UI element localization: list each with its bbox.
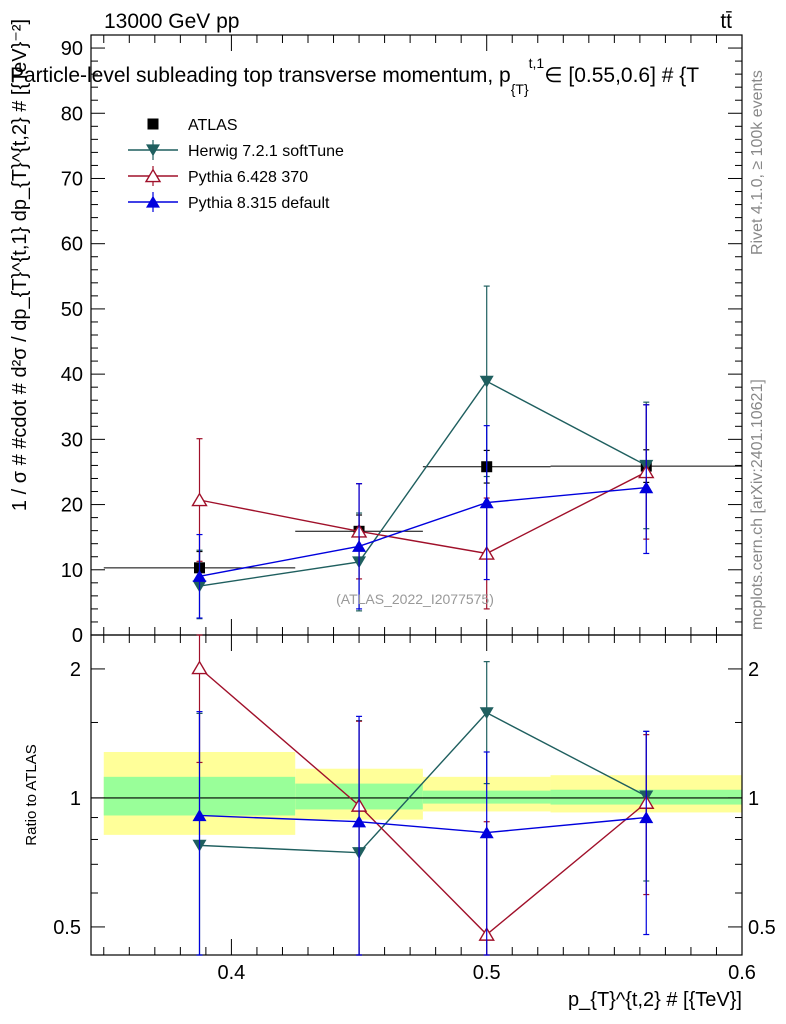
series-line bbox=[199, 711, 647, 854]
legend-label: ATLAS bbox=[188, 117, 238, 134]
legend-label: Herwig 7.2.1 softTune bbox=[188, 143, 344, 160]
data-point bbox=[191, 660, 208, 675]
data-series bbox=[103, 285, 742, 956]
chart-title-sub: {T} bbox=[511, 81, 529, 97]
legend-marker bbox=[146, 144, 160, 157]
ratio-ytick-label: 1 bbox=[70, 788, 81, 810]
legend-entry: ATLAS bbox=[147, 117, 238, 134]
data-point bbox=[479, 707, 494, 720]
ratio-xlabel: p_{T}^{t,2} # [{TeV}] bbox=[568, 989, 742, 1011]
xtick-label: 0.4 bbox=[218, 962, 246, 984]
chart-title: Particle-level subleading top transverse… bbox=[10, 55, 699, 97]
series-line bbox=[199, 380, 647, 587]
main-ytick-label: 10 bbox=[61, 560, 83, 582]
series-line bbox=[199, 486, 647, 577]
legend: ATLAS Herwig 7.2.1 softTune Pythia 6.428 3… bbox=[128, 117, 344, 212]
mcplots-label: mcplots.cern.ch [arXiv:2401.10621] bbox=[749, 379, 766, 630]
chart-title-sup: t,1 bbox=[529, 55, 545, 71]
data-point bbox=[191, 492, 208, 507]
legend-entry: Herwig 7.2.1 softTune bbox=[128, 140, 344, 160]
data-point bbox=[639, 481, 654, 494]
series-herwig-7-2-1-softtune bbox=[192, 285, 654, 620]
chart-title-main: Particle-level subleading top transverse… bbox=[10, 64, 511, 87]
series-line bbox=[199, 667, 647, 936]
ratio-frame bbox=[90, 634, 743, 956]
data-point bbox=[479, 496, 494, 509]
xtick-label: 0.6 bbox=[728, 962, 756, 984]
collision-label: 13000 GeV pp bbox=[104, 10, 239, 33]
main-ytick-label: 40 bbox=[61, 364, 83, 386]
process-label: tt̄ bbox=[720, 10, 732, 33]
series-line bbox=[199, 814, 647, 834]
main-ytick-label: 70 bbox=[61, 168, 83, 190]
legend-marker bbox=[144, 168, 162, 183]
series-pythia-6-428-370 bbox=[191, 404, 655, 610]
data-point bbox=[479, 375, 494, 388]
legend-entry: Pythia 6.428 370 bbox=[128, 166, 308, 186]
rivet-label: Rivet 4.1.0, ≥ 100k events bbox=[749, 70, 766, 255]
chart-title-tail: ∈ [0.55,0.6] # {T bbox=[544, 64, 699, 87]
data-point bbox=[192, 809, 207, 822]
data-point bbox=[639, 811, 654, 824]
legend-label: Pythia 8.315 default bbox=[188, 195, 330, 212]
series-pythia-8-315-default bbox=[192, 711, 654, 956]
main-ytick-label: 30 bbox=[61, 429, 83, 451]
ratio-ytick-label: 0.5 bbox=[53, 917, 81, 939]
ratio-ytick-label-right: 0.5 bbox=[748, 917, 776, 939]
legend-marker bbox=[147, 118, 159, 130]
series-pythia-8-315-default bbox=[192, 404, 654, 619]
data-point bbox=[352, 815, 367, 828]
legend-label: Pythia 6.428 370 bbox=[188, 169, 308, 186]
main-ytick-label: 0 bbox=[72, 625, 83, 647]
main-ytick-label: 50 bbox=[61, 299, 83, 321]
ratio-ytick-label-right: 2 bbox=[748, 659, 759, 681]
ratio-ylabel: Ratio to ATLAS bbox=[23, 744, 40, 845]
legend-entry: Pythia 8.315 default bbox=[128, 192, 330, 212]
analysis-watermark: (ATLAS_2022_I2077575) bbox=[336, 591, 494, 607]
xtick-label: 0.5 bbox=[473, 962, 501, 984]
main-ytick-label: 20 bbox=[61, 495, 83, 517]
main-ytick-label: 80 bbox=[61, 103, 83, 125]
ratio-ytick-label-right: 1 bbox=[748, 788, 759, 810]
data-point bbox=[192, 570, 207, 582]
main-ytick-label: 90 bbox=[61, 38, 83, 60]
ratio-ytick-label: 2 bbox=[70, 659, 81, 681]
data-point bbox=[352, 540, 367, 552]
data-point bbox=[479, 826, 494, 839]
main-ytick-label: 60 bbox=[61, 234, 83, 256]
legend-marker bbox=[146, 195, 160, 208]
series-line bbox=[199, 471, 647, 555]
axes: 0 10 20 30 40 50 60 70 80 90 0.5 0.5 1 1 2 2 0.4 0.5 0.6 bbox=[53, 34, 776, 984]
main-ylabel: 1 / σ # #cdot # d²σ / dp_{T}^{t,1} dp_{T… bbox=[9, 19, 31, 511]
